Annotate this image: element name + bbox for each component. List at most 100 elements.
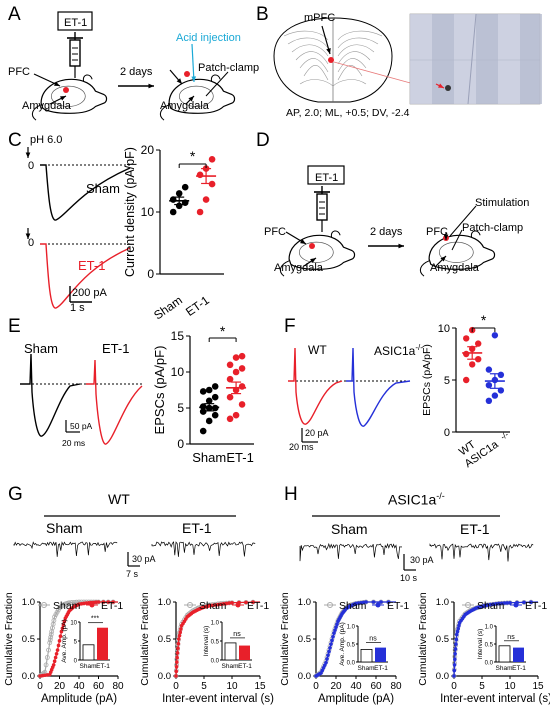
b-brain-outline bbox=[273, 17, 393, 103]
h-iei-inset-xtick-et1: ET-1 bbox=[512, 665, 526, 672]
c-ph-label: pH 6.0 bbox=[30, 134, 63, 146]
c-et1-label: ET-1 bbox=[78, 258, 106, 273]
d-syringe bbox=[316, 193, 328, 221]
g-iei-marker-1-1-2 bbox=[176, 646, 180, 651]
g-amp-marker-1-10-2 bbox=[106, 600, 111, 604]
f-plot-point-0-3 bbox=[463, 350, 470, 358]
h-amp-marker-1-10-0 bbox=[364, 600, 368, 604]
b-histology-tile4 bbox=[498, 14, 520, 104]
g-scale-s: 7 s bbox=[126, 569, 139, 579]
f-trace-wt bbox=[288, 347, 343, 425]
g-amp-marker-0-1-3 bbox=[46, 647, 51, 653]
g-amp-marker-1-10-0 bbox=[96, 600, 101, 604]
c-plot-point-1-5 bbox=[208, 156, 216, 163]
h-iei-xtick-label-3: 15 bbox=[532, 681, 544, 692]
g-iei-ytick-label-1: 0.5 bbox=[158, 634, 171, 645]
d-stim-line bbox=[449, 205, 477, 237]
h-iei-ytick-label-2: 1.0 bbox=[436, 597, 449, 608]
h-iei-marker-1-2-2 bbox=[456, 626, 461, 631]
b-histology-arrow-head bbox=[438, 83, 444, 88]
b-histology-tile3 bbox=[476, 14, 498, 104]
e-plot-point-0-3 bbox=[199, 408, 207, 415]
e-scale-ms: 20 ms bbox=[62, 438, 86, 448]
panel-label-g: G bbox=[8, 484, 23, 505]
a-mouse-left bbox=[31, 74, 108, 121]
e-sham-label: Sham bbox=[24, 341, 58, 356]
d-pfc2-label: PFC bbox=[426, 226, 448, 238]
g-amp-ytick-label-1: 0.5 bbox=[22, 634, 35, 645]
h-amp-legend-et1-text: ET-1 bbox=[387, 600, 409, 612]
h-iei-marker-1-10-0 bbox=[508, 600, 512, 605]
panel-label-e: E bbox=[8, 316, 21, 337]
h-et1-label: ET-1 bbox=[460, 521, 490, 537]
h-amp-xlabel: Amplitude (pA) bbox=[318, 693, 394, 705]
b-atlas-line-r2 bbox=[337, 44, 375, 57]
e-plot-point-1-8 bbox=[238, 365, 246, 372]
e-plot-point-0-2 bbox=[211, 411, 219, 419]
g-amp-inset-bar-et1 bbox=[97, 627, 108, 660]
g-amp-legend-sham-text: Sham bbox=[53, 600, 81, 612]
h-amp-marker-1-4-1 bbox=[333, 628, 337, 632]
b-histology-midline bbox=[467, 13, 477, 105]
e-ylabel: EPSCs (pA/pF) bbox=[152, 346, 167, 435]
g-iei-marker-1-9-0 bbox=[219, 602, 223, 607]
f-plot-point-1-7 bbox=[491, 332, 499, 339]
b-atlas-line-l0 bbox=[283, 30, 329, 41]
g-iei-marker-1-2-3 bbox=[179, 627, 183, 631]
g-iei-xtick-label-2: 10 bbox=[226, 681, 238, 692]
f-scale-ms: 20 ms bbox=[289, 442, 314, 452]
c-trace-et1 bbox=[40, 243, 131, 309]
b-atlas-line-r5 bbox=[337, 65, 363, 81]
f-plot-point-0-0 bbox=[463, 376, 470, 384]
g-iei-inset-ytick-label-0: 0.0 bbox=[211, 659, 220, 665]
c-plot-point-1-2 bbox=[208, 180, 216, 188]
h-iei-inset-bar-et1 bbox=[513, 647, 524, 662]
g-amp-marker-1-3-1 bbox=[56, 643, 61, 648]
g-amp-xtick-label-0: 0 bbox=[37, 681, 43, 692]
h-amp-marker-1-2-1 bbox=[325, 657, 329, 661]
f-plot-point-0-2 bbox=[475, 356, 482, 363]
g-amp-inset-sig-label: *** bbox=[91, 616, 99, 623]
c-sham-label: Sham bbox=[86, 181, 120, 196]
a-syringe bbox=[69, 39, 81, 67]
e-sig-star: * bbox=[220, 323, 226, 339]
c-scale-pa: 200 pA bbox=[72, 287, 107, 299]
f-scale-pa: 20 pA bbox=[305, 428, 329, 438]
c-scale-s: 1 s bbox=[70, 302, 85, 314]
g-amp-marker-1-2-2 bbox=[53, 655, 58, 660]
f-asic-label: ASIC1a-/- bbox=[374, 343, 423, 358]
b-histology-tile2 bbox=[454, 14, 476, 104]
h-amp-xtick-label-0: 0 bbox=[313, 681, 319, 692]
c-plot-ytick-label-2: 20 bbox=[141, 143, 155, 157]
h-iei-marker-1-10-3 bbox=[529, 600, 533, 604]
g-iei-marker-1-1-3 bbox=[176, 641, 181, 646]
e-plot-point-1-2 bbox=[238, 401, 246, 408]
g-amp-marker-0-7-0 bbox=[66, 600, 72, 606]
g-iei-marker-1-0-0 bbox=[174, 674, 178, 678]
g-amp-ylabel: Cumulative Fraction bbox=[3, 592, 15, 686]
a-pfc2-arrow-head bbox=[176, 78, 182, 84]
e-plot-point-0-8 bbox=[211, 393, 219, 401]
d-amygdala-arrow-head bbox=[310, 258, 316, 264]
c-ylabel: Current density (pA/pF) bbox=[123, 147, 137, 277]
g-iei-marker-1-2-1 bbox=[177, 633, 182, 638]
f-plot-point-0-1 bbox=[469, 361, 476, 368]
g-sham-label: Sham bbox=[46, 520, 83, 536]
e-plot-point-0-7 bbox=[205, 397, 213, 405]
h-iei-marker-1-9-0 bbox=[497, 601, 501, 606]
a-amygdala2-arrow-head bbox=[188, 96, 194, 102]
g-iei-inset-sig-label: ns bbox=[233, 631, 241, 638]
g-iei-marker-1-9-1 bbox=[221, 602, 226, 606]
h-iei-marker-1-8-0 bbox=[485, 603, 490, 607]
h-iei-inset-ytick-label-0: 0.0 bbox=[485, 661, 494, 667]
c-plot-point-1-3 bbox=[196, 171, 204, 179]
h-amp-marker-1-3-3 bbox=[331, 634, 335, 639]
h-amp-inset-ytick-label-0: 0.0 bbox=[347, 661, 356, 667]
h-amp-marker-1-2-2 bbox=[326, 653, 330, 658]
b-atlas-line-l5 bbox=[303, 65, 329, 81]
c-plot-ytick-label-1: 10 bbox=[141, 205, 155, 219]
g-amp-marker-0-2-0 bbox=[47, 640, 53, 646]
g-iei-marker-1-8-2 bbox=[213, 603, 217, 607]
h-amp-marker-1-3-1 bbox=[329, 642, 333, 646]
